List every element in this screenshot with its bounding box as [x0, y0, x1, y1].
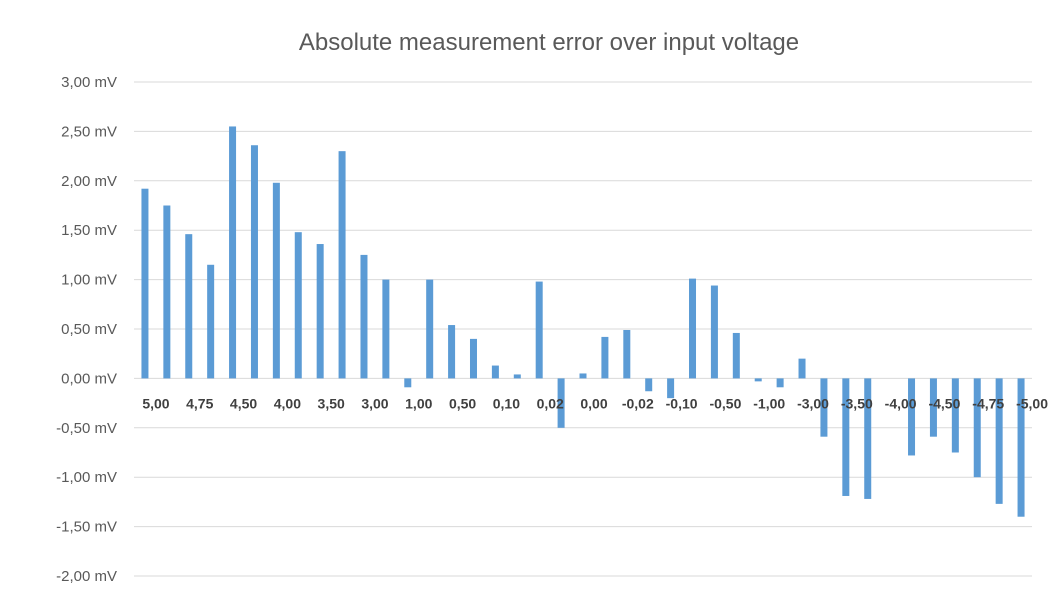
bar: [404, 378, 412, 388]
bar: [185, 234, 193, 379]
bar: [667, 378, 675, 399]
bar: [776, 378, 784, 388]
y-tick-label: -1,50 mV: [56, 519, 117, 536]
y-tick-label: -1,00 mV: [56, 469, 117, 486]
x-tick-label: 1,00: [405, 395, 432, 411]
x-axis-ticks: 5,00 4,75 4,50 4,00 3,50 3,00 1,00 0,50 0,10 0,02…: [142, 395, 1048, 411]
bar: [250, 145, 258, 379]
y-tick-label: 1,00 mV: [61, 272, 117, 289]
bar: [557, 378, 565, 428]
x-tick-label: 4,75: [186, 395, 213, 411]
y-tick-label: 2,50 mV: [61, 123, 117, 140]
bar: [1017, 378, 1025, 517]
y-axis-ticks: 3,00 mV 2,50 mV 2,00 mV 1,50 mV 1,00 mV 0,50 …: [56, 74, 117, 585]
bar: [535, 281, 543, 379]
y-tick-label: 0,00 mV: [61, 370, 117, 387]
bar: [929, 378, 937, 437]
x-tick-label: -0,50: [709, 395, 741, 411]
bar: [973, 378, 981, 478]
x-tick-label: -4,00: [885, 395, 917, 411]
bar: [207, 264, 215, 379]
x-tick-label: 0,02: [537, 395, 564, 411]
x-tick-label: -3,50: [841, 395, 873, 411]
x-tick-label: -5,00: [1016, 395, 1048, 411]
bar: [842, 378, 850, 496]
bar: [272, 182, 280, 379]
chart-title: Absolute measurement error over input vo…: [299, 29, 799, 56]
x-tick-label: 3,50: [318, 395, 345, 411]
x-tick-label: -0,10: [666, 395, 698, 411]
bar: [995, 378, 1003, 504]
bar: [163, 205, 171, 379]
x-tick-label: -1,00: [753, 395, 785, 411]
bar: [513, 374, 521, 379]
bar: [141, 188, 149, 379]
x-tick-label: 4,00: [274, 395, 301, 411]
bar: [710, 285, 718, 379]
bar: [294, 232, 302, 379]
y-tick-label: -2,00 mV: [56, 568, 117, 585]
bar: [798, 358, 806, 379]
bar: [338, 151, 346, 379]
bar: [426, 279, 434, 379]
bar: [754, 378, 762, 382]
bar: [579, 373, 587, 379]
y-tick-label: 2,00 mV: [61, 173, 117, 190]
x-tick-label: 0,10: [493, 395, 520, 411]
bar: [382, 279, 390, 379]
bar: [908, 378, 916, 456]
bar: [448, 325, 456, 379]
bar: [491, 365, 499, 379]
bar: [229, 126, 237, 379]
gridlines: [134, 81, 1032, 577]
bar: [820, 378, 828, 437]
bar: [732, 332, 740, 379]
x-tick-label: -3,00: [797, 395, 829, 411]
bar: [689, 278, 697, 379]
bar: [360, 254, 368, 379]
x-tick-label: 0,00: [580, 395, 607, 411]
bar: [864, 378, 872, 499]
bar: [469, 338, 477, 379]
x-tick-label: 4,50: [230, 395, 257, 411]
x-tick-label: 0,50: [449, 395, 476, 411]
bar: [316, 244, 324, 379]
y-tick-label: 0,50 mV: [61, 321, 117, 338]
x-tick-label: -0,02: [622, 395, 654, 411]
bars: [141, 126, 1025, 517]
y-tick-label: -0,50 mV: [56, 420, 117, 437]
y-tick-label: 1,50 mV: [61, 222, 117, 239]
y-tick-label: 3,00 mV: [61, 74, 117, 91]
bar: [601, 336, 609, 379]
x-tick-label: 3,00: [361, 395, 388, 411]
x-tick-label: 5,00: [142, 395, 169, 411]
x-tick-label: -4,75: [972, 395, 1004, 411]
x-tick-label: -4,50: [928, 395, 960, 411]
bar: [645, 378, 653, 392]
bar: [951, 378, 959, 453]
bar: [623, 329, 631, 379]
